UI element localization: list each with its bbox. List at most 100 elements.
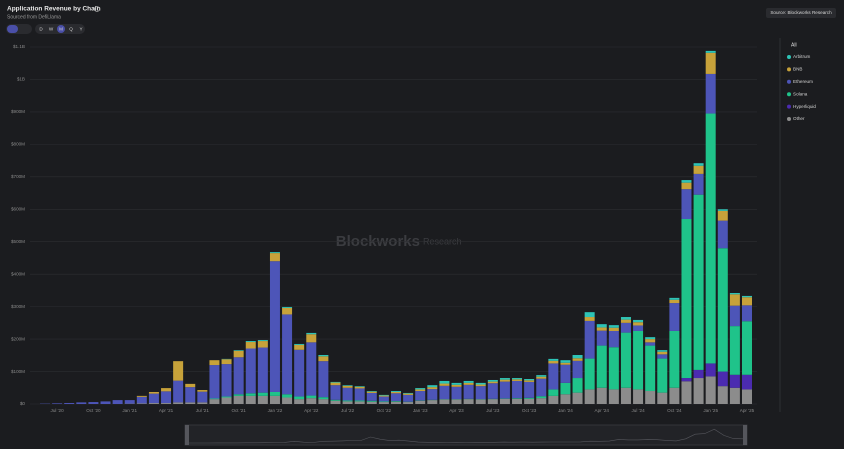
bar-segment [475,384,486,387]
bar-segment [548,389,559,396]
x-tick-label: Jan '21 [122,408,137,413]
bar-segment [282,394,293,398]
bar-segment [342,387,353,401]
legend-swatch [787,55,791,59]
bar-segment [560,364,571,383]
bar-segment [548,363,559,390]
bar-segment [633,389,644,404]
bar-segment [657,351,668,355]
period-button[interactable]: Y [79,27,82,32]
y-tick-label: $800M [11,142,25,147]
range-navigator[interactable] [184,424,748,446]
bar-segment [306,334,317,343]
bar-segment [378,402,389,404]
bar-segment [451,382,462,385]
bar-segment [669,299,680,304]
legend-label[interactable]: Hyperliquid [793,104,816,109]
bar-segment [717,220,728,249]
bar-segment [378,395,389,397]
bar-segment [136,403,147,404]
bar-segment [693,163,704,166]
bar-segment [645,337,656,340]
chart-subtitle: Sourced from DefiLlama [7,14,61,20]
bar-segment [669,330,680,388]
bar-segment [705,50,716,53]
bar-segment [161,388,172,392]
period-button[interactable]: M [59,27,63,32]
x-tick-label: Oct '23 [522,408,537,413]
bar-segment [294,399,305,404]
bar-segment [439,385,450,400]
period-active [57,25,65,33]
legend-label[interactable]: BNB [793,67,802,72]
bar-segment [76,402,87,404]
bar-segment [572,378,583,393]
x-tick-label: Jan '24 [558,408,573,413]
x-tick-label: Jul '23 [486,408,500,413]
period-button[interactable]: W [49,27,54,32]
bar-segment [233,350,244,351]
bar-segment [427,400,438,404]
bar-segment [669,387,680,404]
bar-segment [572,358,583,361]
bar-segment [282,307,293,315]
bar-segment [548,360,559,364]
bar-segment [560,362,571,365]
bar-segment [717,386,728,404]
bar-segment [282,314,293,395]
legend-label[interactable]: Other [793,116,805,121]
bar-segment [88,402,99,404]
bar-segment [729,387,740,404]
bar-segment [257,341,268,348]
y-tick-label: $500M [11,239,25,244]
bar-segment [608,389,619,404]
bar-segment [221,364,232,397]
range-handle[interactable] [743,425,747,445]
bar-segment [378,396,389,402]
info-icon[interactable] [94,6,100,12]
bar-segment [620,332,631,388]
bar-segment [717,371,728,387]
y-tick-label: $0 [20,401,26,406]
bar-segment [512,378,523,380]
bar-segment [439,399,450,404]
bar-segment [354,388,365,401]
bar-segment [572,360,583,379]
y-tick-label: $900M [11,109,25,114]
bar-segment [742,295,752,298]
bar-segment [354,400,365,402]
legend-all[interactable]: All [791,42,797,48]
x-tick-label: Jan '23 [413,408,428,413]
legend-label[interactable]: Solana [793,91,808,96]
bar-segment [342,385,353,386]
bar-segment [161,403,172,404]
bar-segment [524,381,535,398]
bar-segment [282,306,293,308]
bar-segment [729,294,740,306]
bar-segment [693,194,704,370]
x-tick-label: Jul '24 [631,408,645,413]
bar-segment [366,391,377,393]
bar-segment [717,209,728,211]
x-tick-label: Apr '21 [159,408,174,413]
bar-segment [742,321,752,375]
bar-segment [729,305,740,327]
bar-segment [342,400,353,402]
period-button[interactable]: D [39,27,43,32]
source-label: Source: Blockworks Research [770,10,832,15]
bar-segment [475,382,486,385]
bar-segment [693,165,704,174]
legend-label[interactable]: Ethereum [793,79,813,84]
bar-segment [173,361,184,381]
legend-label[interactable]: Arbitrum [793,54,811,59]
bar-segment [584,312,595,318]
source-button[interactable] [766,8,836,18]
period-button[interactable]: Q [69,27,73,32]
bar-type-button[interactable] [7,25,18,33]
legend-swatch [787,92,791,97]
x-tick-label: Oct '21 [231,408,246,413]
bar-segment [257,395,268,404]
bar-segment [197,402,208,404]
range-handle[interactable] [185,425,189,445]
bar-segment [294,396,305,400]
